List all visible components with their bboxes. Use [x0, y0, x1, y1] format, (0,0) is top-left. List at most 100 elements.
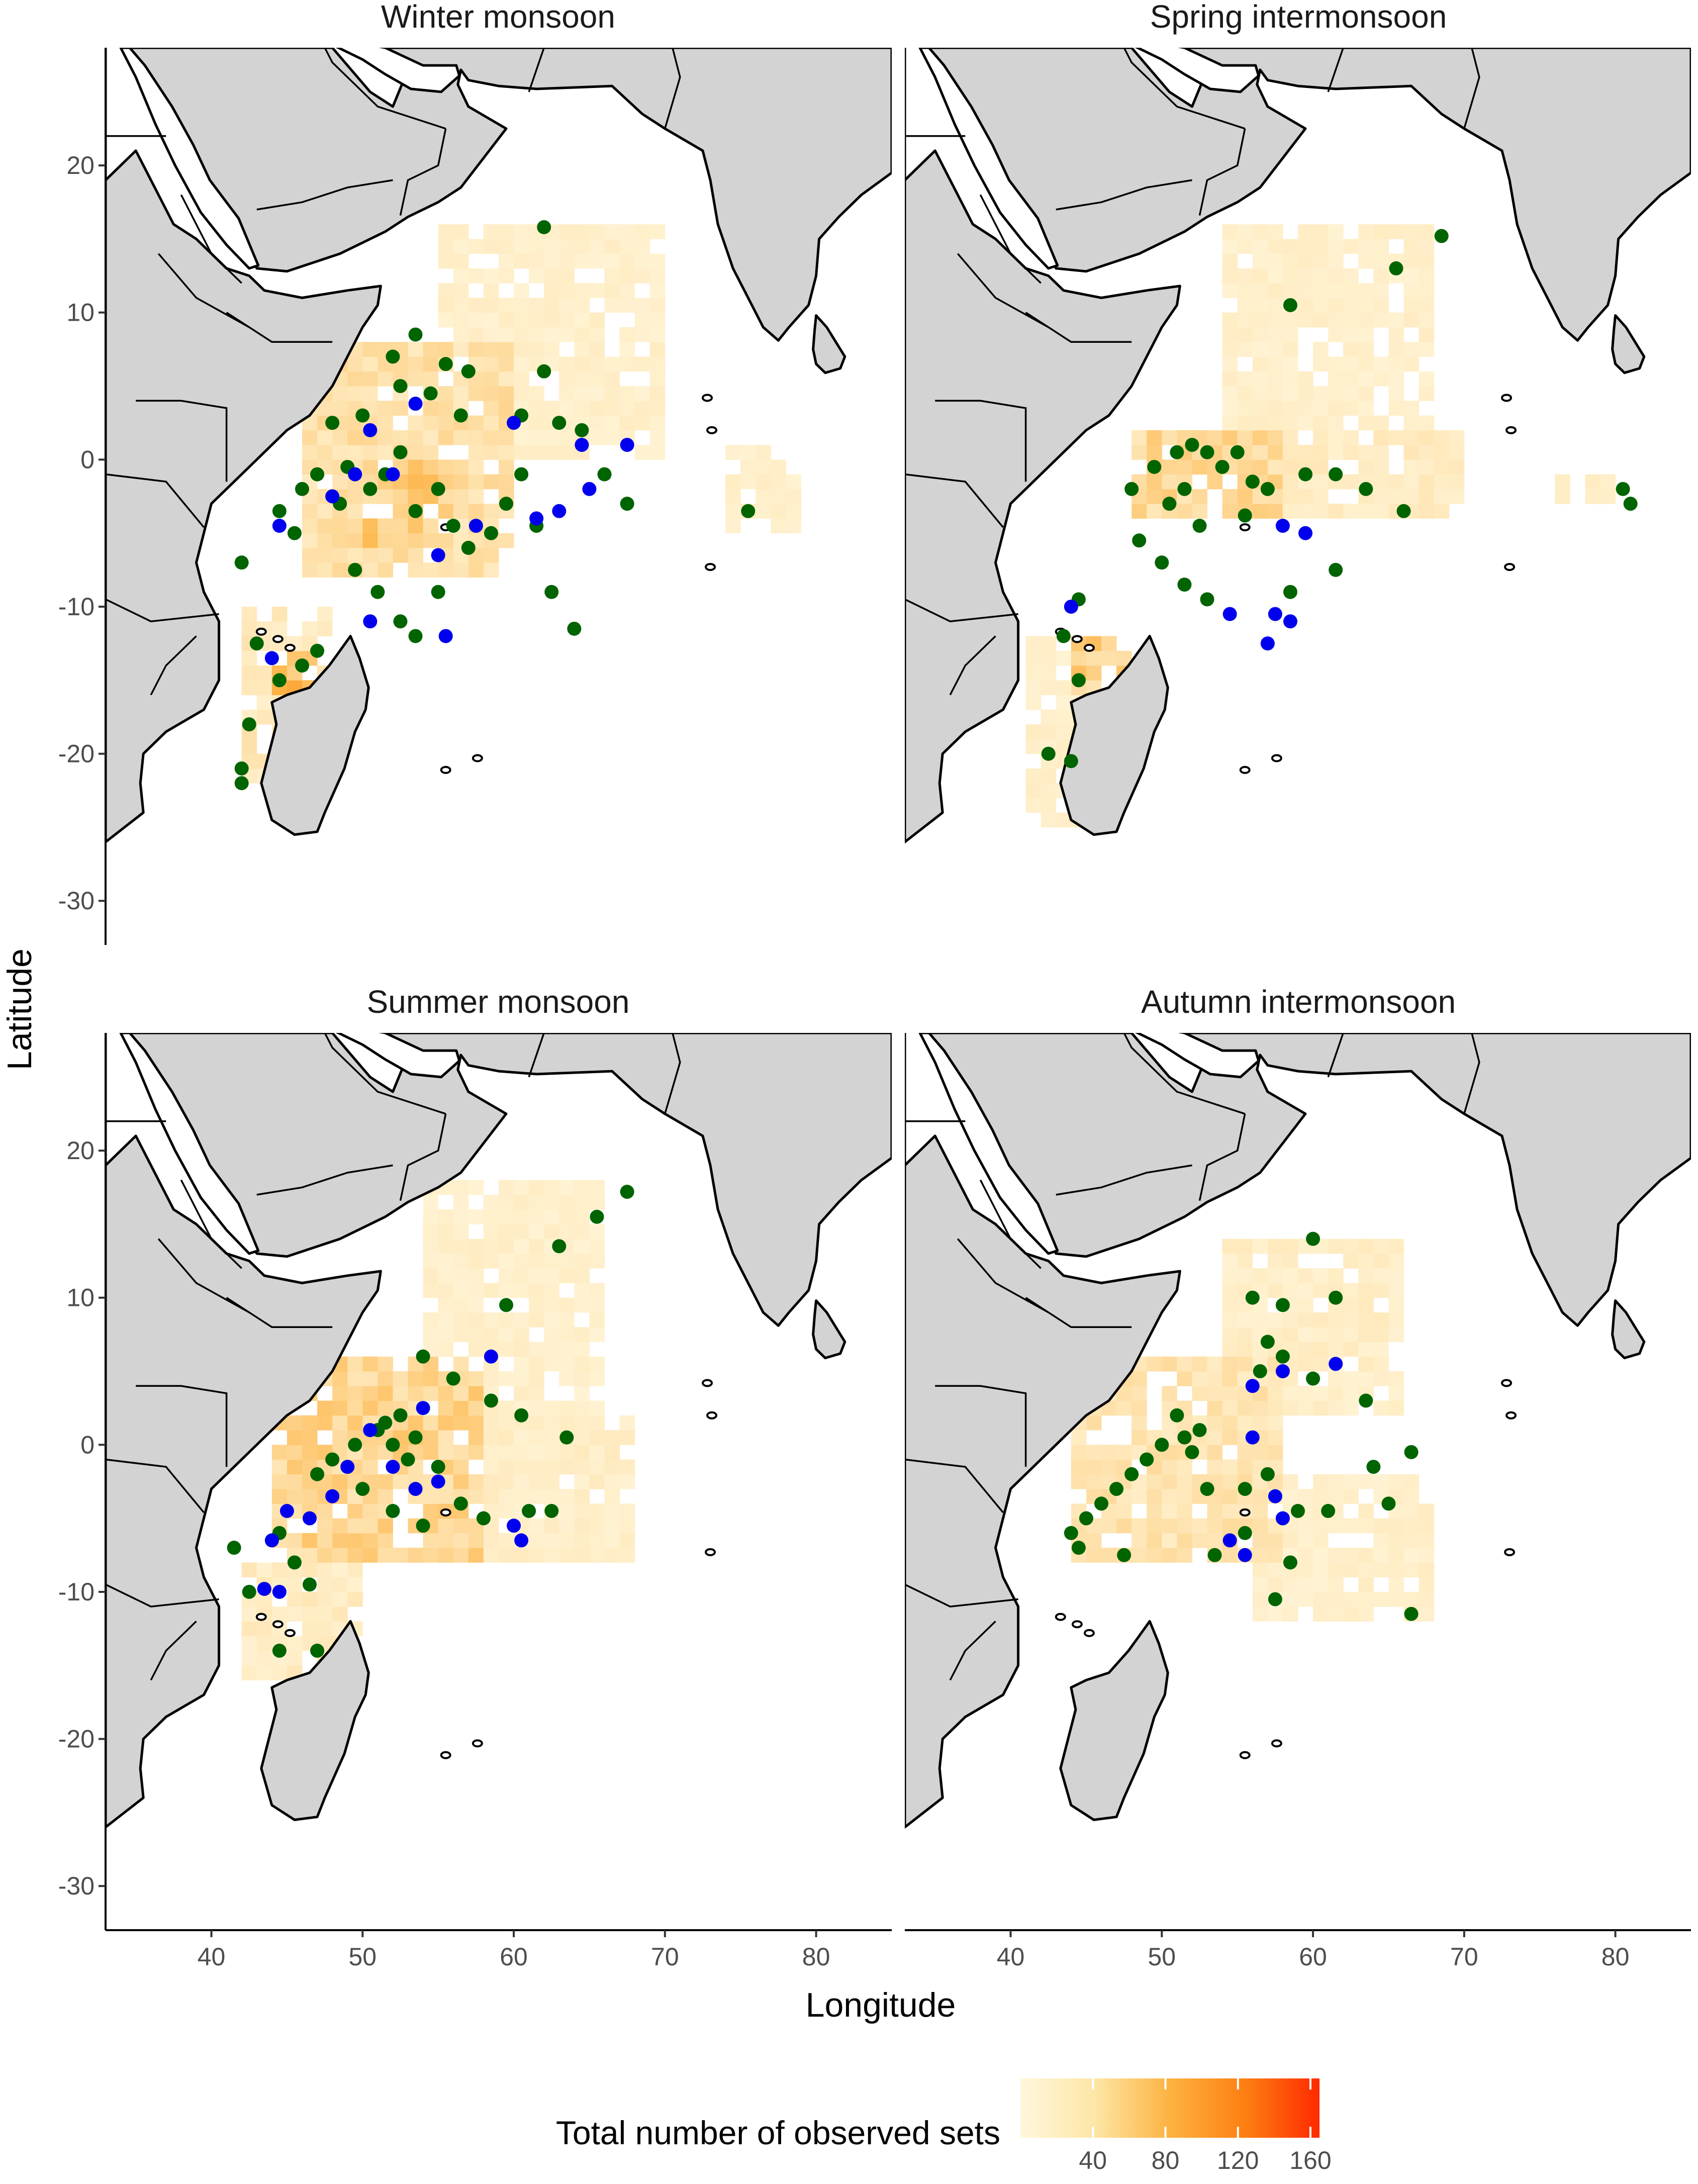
heatmap-cell — [499, 1371, 514, 1386]
heatmap-cell — [271, 1665, 288, 1681]
heatmap-cell — [1403, 356, 1420, 372]
heatmap-cell — [1328, 1239, 1344, 1254]
green-point — [1245, 1290, 1260, 1305]
persian-gulf — [335, 48, 461, 93]
country-border — [1463, 48, 1480, 129]
heatmap-cell — [438, 1342, 454, 1357]
heatmap-cell — [1177, 1371, 1192, 1386]
heatmap-cell — [1267, 268, 1283, 283]
heatmap-cell — [1403, 474, 1420, 490]
heatmap-cell — [574, 1503, 590, 1519]
heatmap-cell — [1298, 386, 1313, 401]
heatmap-cell — [1237, 415, 1253, 431]
heatmap-cells — [1025, 224, 1616, 828]
green-point — [1260, 482, 1275, 496]
green-point — [1329, 1290, 1343, 1305]
green-point — [1056, 629, 1071, 643]
heatmap-cell — [1434, 489, 1450, 504]
heatmap-cell — [241, 1621, 257, 1637]
country-border — [106, 1583, 219, 1607]
legend-tick-label: 80 — [1152, 2146, 1180, 2174]
heatmap-cell — [1313, 253, 1329, 269]
heatmap-cell — [544, 298, 559, 313]
heatmap-cell — [1298, 1591, 1313, 1607]
heatmap-cell — [1343, 268, 1359, 283]
heatmap-cell — [1298, 401, 1313, 416]
heatmap-cell — [1071, 1474, 1087, 1489]
heatmap-cell — [1358, 1312, 1374, 1327]
land — [905, 1033, 1691, 1829]
heatmap-cell — [1207, 1533, 1223, 1548]
green-point — [559, 1430, 574, 1445]
green-point — [272, 504, 287, 518]
heatmap-cell — [317, 562, 333, 578]
green-point — [453, 408, 468, 423]
heatmap-cell — [1252, 459, 1268, 475]
islet — [1239, 523, 1251, 531]
heatmap-cell — [453, 1386, 469, 1401]
y-tick-label: 20 — [66, 1136, 95, 1165]
heatmap-cell — [499, 459, 514, 475]
heatmap-cell — [453, 474, 469, 490]
heatmap-cell — [544, 1459, 559, 1475]
heatmap-cell — [468, 1342, 484, 1357]
heatmap-cell — [529, 342, 544, 357]
panel-title-spring: Spring intermonsoon — [1150, 0, 1447, 35]
heatmap-cell — [604, 268, 620, 283]
heatmap-cell — [544, 1194, 559, 1210]
heatmap-cell — [771, 504, 786, 519]
heatmap-cell — [332, 1518, 348, 1534]
green-point — [386, 1438, 400, 1452]
heatmap-cell — [1373, 1533, 1389, 1548]
heatmap-cell — [725, 489, 741, 504]
heatmap-cell — [393, 1371, 409, 1386]
heatmap-cell — [559, 1194, 575, 1210]
green-point — [431, 482, 445, 496]
heatmap-cell — [1403, 1489, 1420, 1504]
heatmap-cell — [1282, 1239, 1298, 1254]
heatmap-cell — [514, 1239, 529, 1254]
persian-gulf — [335, 1033, 461, 1079]
green-point — [416, 1349, 430, 1364]
heatmap-cell — [1177, 1548, 1192, 1563]
heatmap-cell — [544, 1327, 559, 1343]
green-point — [348, 562, 362, 577]
heatmap-cell — [347, 1533, 363, 1548]
country-border — [1198, 1113, 1246, 1201]
country-border — [1327, 48, 1344, 92]
country-border — [226, 312, 333, 343]
heatmap-cell — [499, 224, 514, 239]
heatmap-cell — [1449, 489, 1465, 504]
heatmap-cell — [1373, 1239, 1389, 1254]
islet — [255, 1612, 267, 1621]
heatmap-cell — [1267, 283, 1283, 298]
islet — [284, 1629, 296, 1637]
country-border — [528, 1033, 545, 1078]
green-point — [1260, 1335, 1275, 1349]
green-point — [446, 1371, 460, 1386]
heatmap-cell — [1147, 1533, 1162, 1548]
heatmap-cell — [1056, 695, 1072, 710]
blue-point — [408, 1482, 423, 1496]
heatmap-cell — [271, 1562, 288, 1578]
heatmap-cell — [634, 224, 650, 239]
heatmap-cell — [1252, 386, 1268, 401]
heatmap-cell — [514, 298, 529, 313]
heatmap-cell — [499, 1209, 514, 1224]
heatmap-cell — [1147, 489, 1162, 504]
heatmap-cell — [453, 224, 469, 239]
heatmap-cell — [529, 1386, 544, 1401]
heatmap-cell — [423, 342, 439, 357]
heatmap-cell — [1162, 1533, 1177, 1548]
heatmap-cell — [483, 445, 499, 460]
heatmap-cell — [1282, 283, 1298, 298]
green-point — [1434, 229, 1449, 243]
heatmap-cell — [1358, 1606, 1374, 1622]
heatmap-cell — [589, 239, 605, 254]
heatmap-cell — [1313, 1356, 1329, 1372]
heatmap-cell — [1298, 1283, 1313, 1298]
blue-point — [348, 467, 362, 482]
heatmap-cell — [499, 1283, 514, 1298]
country-border — [1198, 128, 1246, 216]
heatmap-cell — [256, 680, 272, 696]
